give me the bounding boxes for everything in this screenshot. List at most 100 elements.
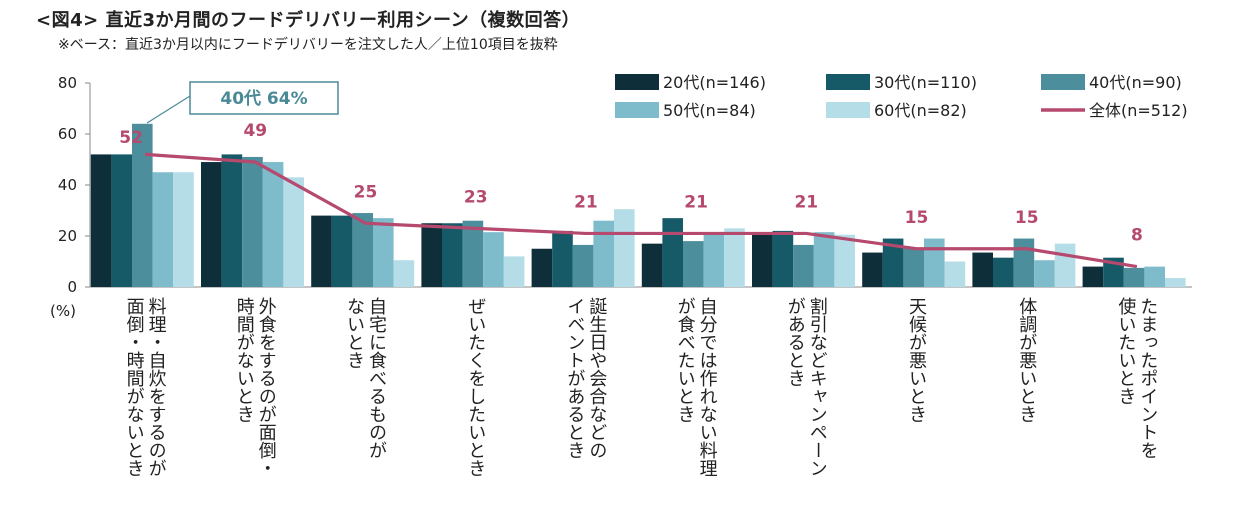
category-label: 使いたいとき [1115, 297, 1136, 405]
legend-label: 30代(n=110) [874, 73, 977, 92]
category-label: ないとき [344, 297, 365, 369]
category-label: が食べたいとき [675, 297, 696, 423]
bar-20s-cat5 [531, 248, 553, 287]
bar-40s-cat2 [242, 156, 263, 287]
bar-20s-cat6 [641, 243, 663, 287]
bar-30s-cat6 [662, 218, 683, 287]
data-label-total: 52 [119, 128, 143, 148]
total-series-line [144, 152, 1138, 269]
data-label-total: 15 [1015, 208, 1039, 228]
data-label-total: 21 [684, 192, 708, 212]
callout-leader [146, 95, 191, 124]
bar-40s-cat4 [462, 220, 484, 287]
data-label-total: 15 [905, 208, 929, 228]
category-label: 割引などキャンペーン [807, 297, 828, 477]
bar-50s-cat10 [1144, 266, 1165, 287]
bar-30s-cat9 [993, 257, 1014, 287]
category-label: 自分では作れない料理 [697, 297, 718, 477]
bar-50s-cat3 [373, 218, 394, 287]
bar-40s-cat10 [1123, 267, 1145, 287]
data-label-total: 23 [464, 187, 488, 207]
category-label: たまったポイントを [1137, 297, 1158, 459]
category-label: 自宅に食べるものが [366, 297, 387, 459]
legend-label: 全体(n=512) [1089, 101, 1188, 120]
bar-50s-cat2 [262, 162, 284, 287]
data-label-total: 21 [794, 192, 818, 212]
chart-title: <図4> 直近3か月間のフードデリバリー利用シーン（複数回答） [36, 10, 581, 31]
legend-swatch [1041, 74, 1085, 90]
bar-40s-cat6 [683, 241, 704, 287]
bar-30s-cat5 [552, 230, 573, 287]
legend-label: 50代(n=84) [663, 101, 756, 120]
category-label: 誕生日や会合などの [586, 297, 607, 459]
bar-20s-cat7 [752, 233, 773, 287]
bar-30s-cat2 [221, 154, 243, 287]
category-label: ぜいたくをしたいとき [465, 297, 486, 477]
bar-50s-cat8 [924, 238, 945, 287]
legend-swatch [826, 74, 870, 90]
bar-60s-cat3 [393, 260, 415, 287]
legend-label: 60代(n=82) [874, 101, 967, 120]
bar-30s-cat8 [882, 238, 904, 287]
bar-30s-cat7 [772, 230, 794, 287]
bar-40s-cat7 [793, 244, 814, 287]
bar-20s-cat2 [201, 162, 222, 287]
y-unit-label: (%) [50, 302, 76, 320]
bar-30s-cat1 [111, 154, 132, 287]
callout: 40代 64% [146, 81, 339, 124]
y-tick-label: 20 [58, 227, 77, 245]
category-label: イベントがあるとき [564, 297, 585, 459]
bar-50s-cat4 [483, 232, 504, 287]
bar-40s-cat8 [903, 247, 924, 287]
callout-text: 40代 64% [220, 88, 307, 109]
data-label-total: 8 [1131, 226, 1143, 246]
data-labels: 52 49 25 23 21 21 21 15 15 8 [119, 121, 1143, 246]
bar-50s-cat5 [593, 220, 614, 287]
legend-swatch [826, 102, 870, 118]
data-label-total: 49 [243, 121, 267, 141]
bar-20s-cat8 [862, 252, 883, 287]
bar-40s-cat1 [132, 123, 153, 287]
bar-40s-cat3 [352, 213, 373, 287]
bar-50s-cat7 [813, 232, 835, 287]
callout-box [189, 81, 339, 115]
bar-50s-cat1 [152, 172, 174, 287]
bar-30s-cat3 [331, 215, 353, 287]
y-tick-label: 40 [58, 176, 77, 194]
bar-60s-cat6 [724, 228, 745, 287]
bar-20s-cat1 [90, 154, 112, 287]
bar-40s-cat9 [1013, 238, 1035, 287]
legend-label: 20代(n=146) [663, 73, 766, 92]
category-label: 天候が悪いとき [906, 297, 927, 423]
bar-60s-cat5 [614, 209, 635, 287]
bar-30s-cat4 [442, 223, 463, 287]
y-tick-label: 80 [58, 74, 77, 92]
bar-60s-cat8 [944, 261, 966, 287]
bar-60s-cat9 [1054, 243, 1076, 287]
legend: 20代(n=146) 30代(n=110) 40代(n=90) 50代(n=84) 60… [615, 73, 1188, 120]
bar-60s-cat7 [834, 234, 855, 287]
bar-60s-cat10 [1165, 278, 1186, 287]
y-tick-label: 60 [58, 125, 77, 143]
legend-swatch [615, 74, 659, 90]
category-label: 料理・自炊をするのが [146, 297, 167, 477]
legend-swatch [615, 102, 659, 118]
legend-label: 40代(n=90) [1089, 73, 1182, 92]
bar-20s-cat9 [972, 252, 993, 287]
bars-layer [90, 123, 1186, 287]
category-label: 体調が悪いとき [1016, 297, 1037, 423]
bar-60s-cat2 [283, 177, 304, 287]
bar-20s-cat4 [421, 223, 442, 287]
bar-50s-cat6 [703, 233, 725, 287]
bar-60s-cat1 [173, 172, 194, 287]
bar-60s-cat4 [503, 256, 525, 287]
category-label: 外食をするのが面倒・ [256, 297, 277, 477]
bar-20s-cat10 [1082, 266, 1104, 287]
line-layer [144, 152, 1138, 269]
category-label: 時間がないとき [234, 297, 255, 423]
data-label-total: 21 [574, 192, 598, 212]
bar-20s-cat3 [311, 215, 332, 287]
category-label: があるとき [785, 297, 806, 387]
